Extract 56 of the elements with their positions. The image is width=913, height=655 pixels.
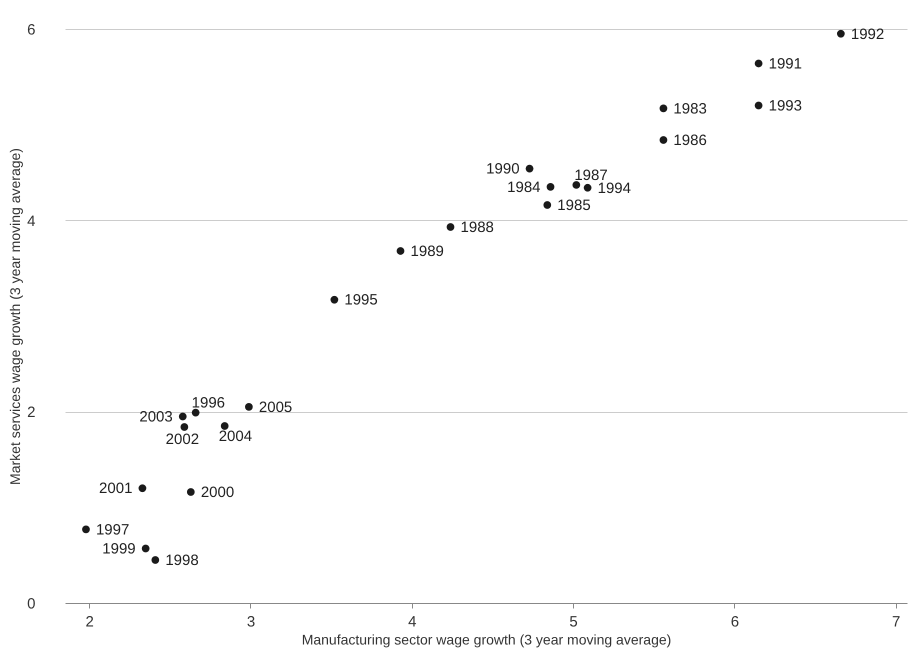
- annotation: 1993: [768, 98, 802, 115]
- x-tick-label: 2: [86, 614, 94, 630]
- annotation: 2004: [218, 428, 252, 446]
- point: [543, 201, 552, 209]
- point: [186, 488, 195, 496]
- point: [82, 525, 90, 534]
- point: [220, 422, 229, 430]
- point: [446, 223, 454, 231]
- point: [396, 247, 404, 255]
- annotation: 1992: [850, 26, 884, 43]
- annotation: 1990: [486, 160, 520, 178]
- point: [245, 403, 253, 411]
- point: [526, 164, 534, 173]
- x-axis-title: Manufacturing sector wage growth (3 year moving average): [302, 632, 672, 648]
- annotation: 1985: [557, 197, 591, 214]
- annotation: 1999: [102, 540, 136, 558]
- point: [180, 423, 188, 431]
- annotation: 2001: [99, 480, 132, 498]
- x-tick-label: 4: [408, 614, 416, 630]
- y-tick-label: 0: [27, 596, 36, 612]
- annotation: 2005: [258, 398, 292, 416]
- y-axis-title: Market services wage growth (3 year moving average): [7, 148, 24, 485]
- point: [138, 484, 146, 492]
- point: [754, 60, 762, 68]
- y-tick-label: 6: [27, 22, 36, 38]
- point: [836, 30, 845, 38]
- annotation: 1984: [507, 178, 541, 196]
- point: [584, 184, 592, 192]
- annotation: 1983: [673, 100, 707, 118]
- annotation: 1997: [96, 521, 130, 538]
- annotation: 1998: [165, 552, 199, 569]
- annotation: 1986: [673, 132, 707, 149]
- point: [754, 102, 762, 110]
- point: [142, 544, 150, 552]
- annotation: 1991: [768, 55, 802, 72]
- y-tick-label: 2: [27, 404, 36, 422]
- point: [178, 412, 187, 420]
- annotation: 1996: [192, 394, 226, 412]
- annotation: 2002: [166, 430, 200, 448]
- point: [151, 556, 160, 564]
- annotation: 1995: [344, 292, 378, 309]
- point: [660, 104, 668, 112]
- annotation: 2003: [139, 408, 173, 426]
- point: [192, 408, 200, 416]
- x-tick-label: 5: [569, 614, 578, 630]
- annotation: 2000: [200, 484, 234, 502]
- point: [572, 181, 580, 189]
- x-tick-label: 6: [730, 614, 740, 630]
- point: [546, 182, 554, 191]
- annotation: 1989: [410, 242, 444, 260]
- annotation: 1988: [460, 219, 494, 236]
- x-tick-label: 3: [246, 614, 256, 630]
- point: [330, 296, 338, 304]
- x-tick-label: 7: [892, 614, 900, 630]
- point: [660, 136, 668, 144]
- y-tick-label: 4: [27, 212, 36, 230]
